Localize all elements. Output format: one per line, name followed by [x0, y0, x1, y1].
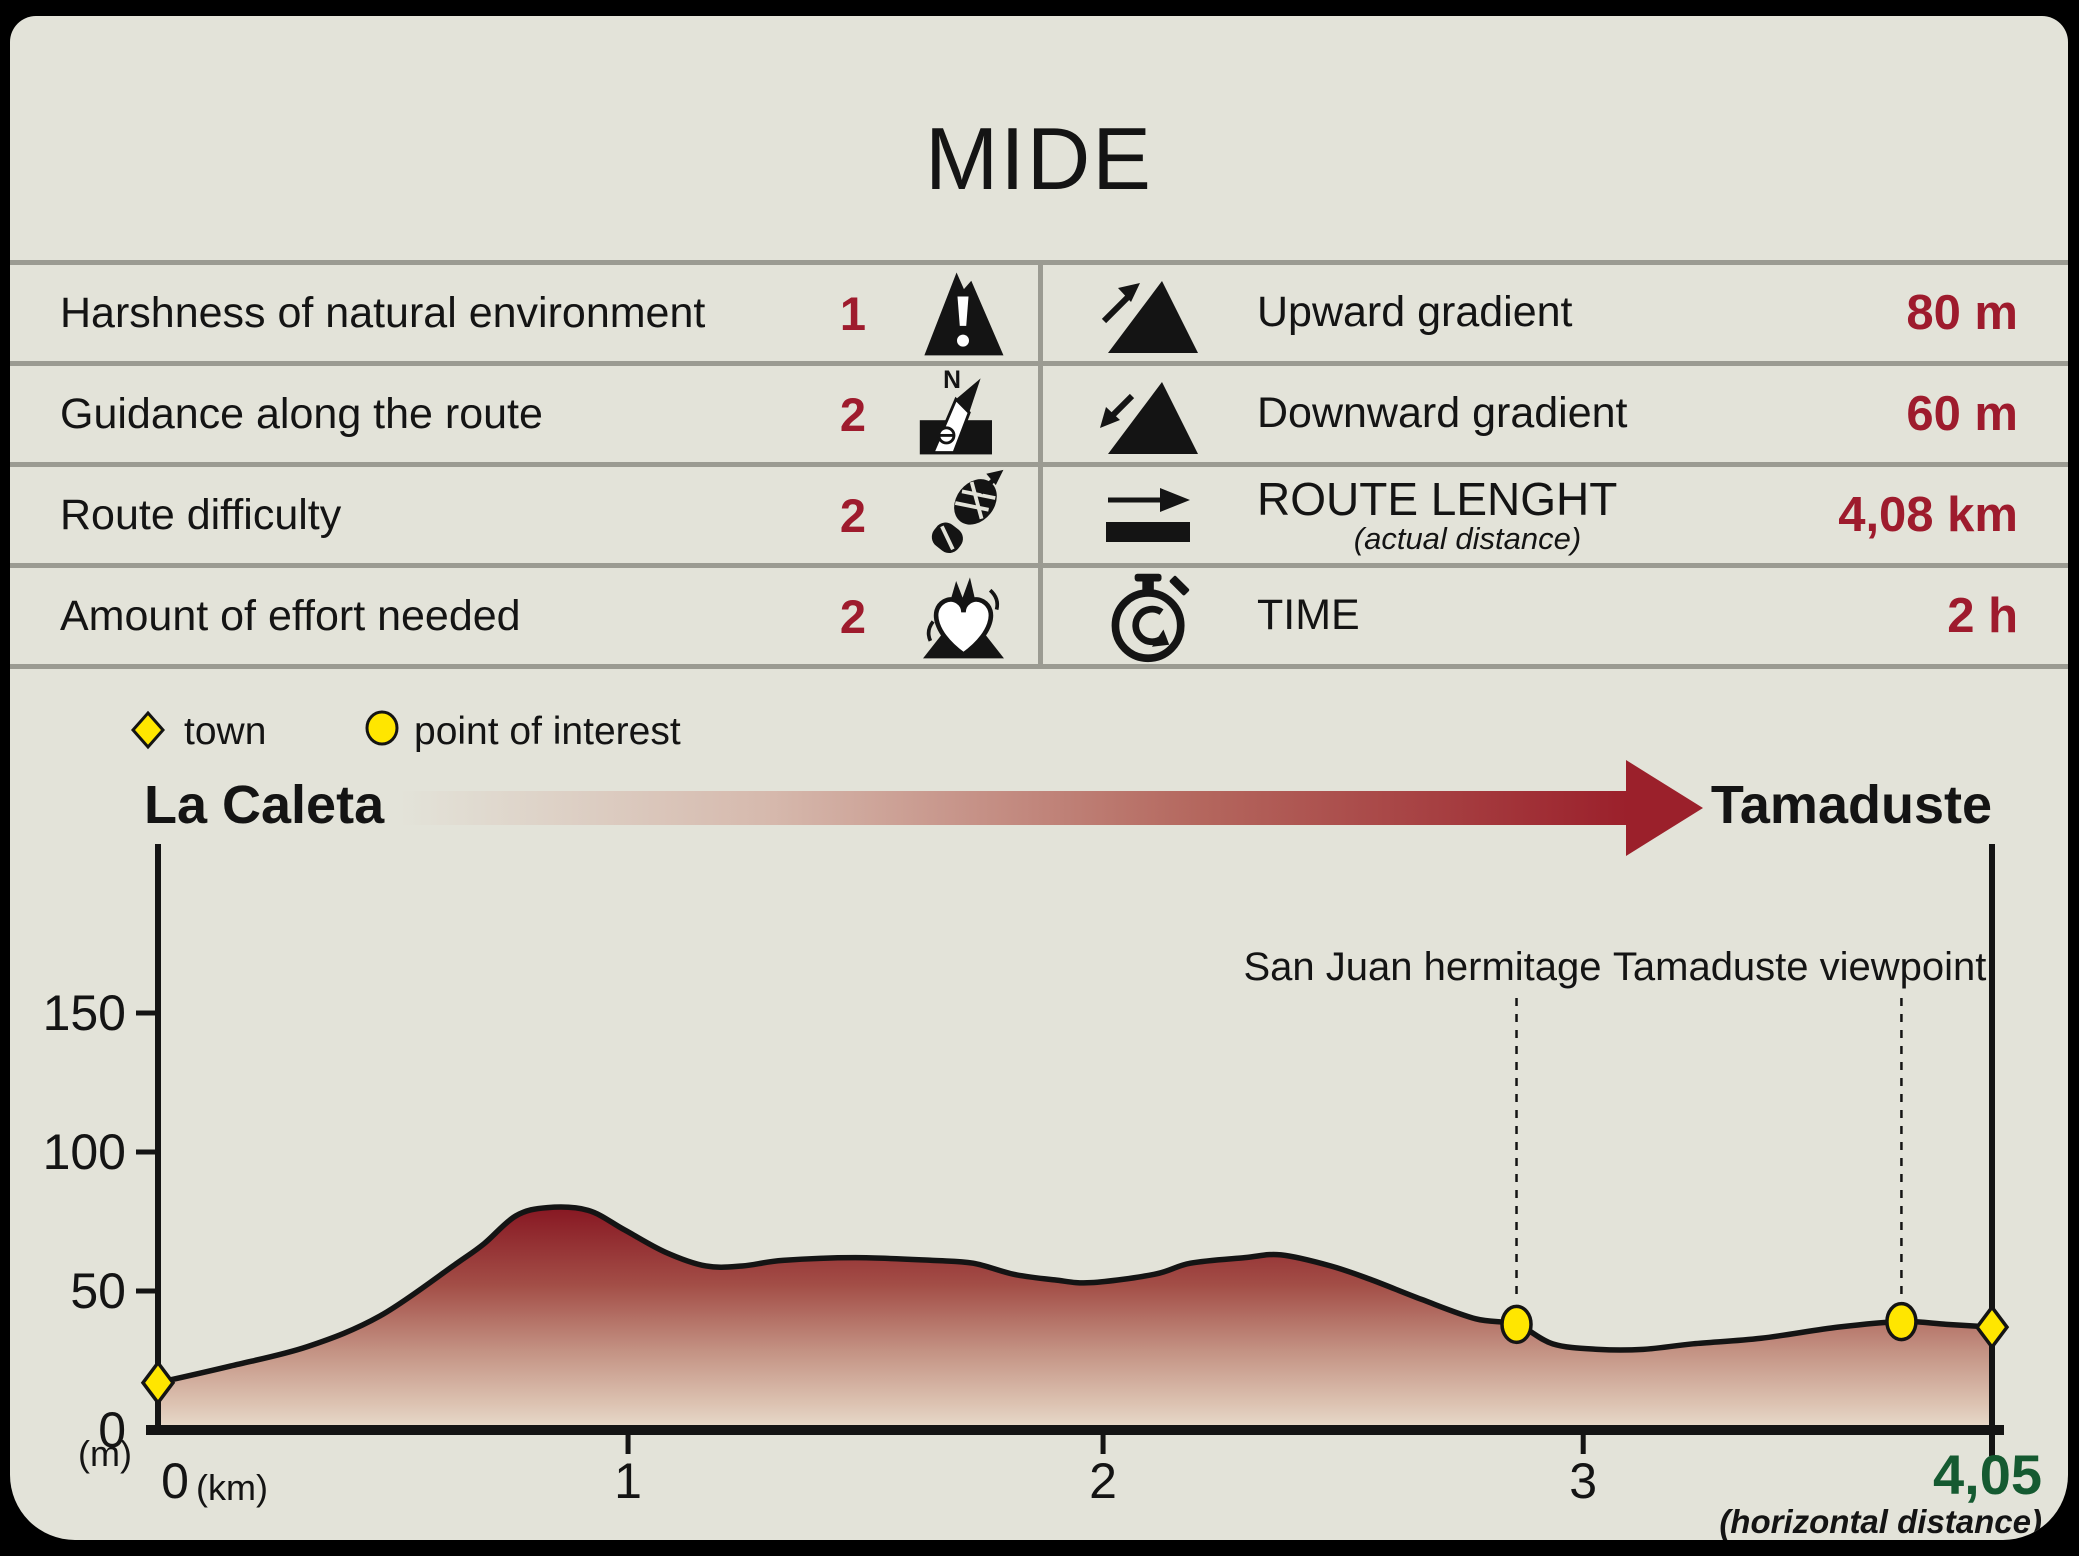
- y-tick-label: 100: [43, 1124, 126, 1180]
- downward-label: Downward gradient: [1257, 389, 1628, 438]
- elevation-profile-chart: town point of interest La Caleta Tamadus…: [43, 710, 2042, 1540]
- table-row: Amount of effort needed 2: [10, 563, 2068, 669]
- difficulty-label: Route difficulty: [60, 490, 342, 539]
- route-end-label: Tamaduste: [1711, 775, 1992, 835]
- stopwatch-icon: [1043, 566, 1257, 666]
- table-row: Harshness of natural environment 1: [10, 260, 2068, 361]
- x-tick-label: 2: [1089, 1453, 1117, 1509]
- effort-label: Amount of effort needed: [60, 591, 521, 640]
- elevation-area: [158, 1207, 1992, 1430]
- beating-heart-icon: [888, 570, 1038, 662]
- guidance-label: Guidance along the route: [60, 389, 543, 438]
- poi-label: San Juan hermitage: [1244, 945, 1602, 989]
- length-label: ROUTE LENGHT (actual distance): [1257, 472, 1678, 556]
- boot-print-icon: [888, 468, 1038, 563]
- y-tick-label: 0: [98, 1402, 126, 1458]
- table-cell-downward: Downward gradient 60 m: [1038, 366, 2068, 462]
- mide-card: MIDE Harshness of natural environment 1: [10, 16, 2068, 1540]
- time-label: TIME: [1257, 591, 1360, 640]
- downward-value: 60 m: [1906, 387, 2018, 441]
- table-cell-upward: Upward gradient 80 m: [1038, 265, 2068, 361]
- difficulty-value: 2: [839, 488, 867, 542]
- upward-slope-icon: [1043, 267, 1257, 359]
- guidance-value: 2: [839, 387, 867, 441]
- time-value: 2 h: [1947, 589, 2018, 643]
- table-cell-difficulty: Route difficulty 2: [10, 467, 1038, 563]
- poi-marker: [1885, 1301, 1918, 1342]
- effort-value: 2: [839, 589, 867, 643]
- y-axis-unit-label: (m): [78, 1433, 132, 1474]
- town-legend-marker: [130, 710, 166, 750]
- harshness-value: 1: [839, 286, 867, 340]
- table-cell-effort: Amount of effort needed 2: [10, 568, 1038, 664]
- length-label-main: ROUTE LENGHT: [1257, 472, 1618, 525]
- town-marker: [1974, 1304, 2010, 1351]
- x-tick-label: 0: [161, 1453, 189, 1509]
- town-marker: [140, 1359, 176, 1406]
- harshness-label: Harshness of natural environment: [60, 288, 706, 337]
- svg-text:N: N: [943, 367, 961, 394]
- mountain-warning-icon: [888, 267, 1038, 359]
- route-length-arrow-icon: [1043, 476, 1257, 554]
- poi-label: Tamaduste viewpoint: [1613, 945, 1987, 989]
- downward-slope-icon: [1043, 368, 1257, 460]
- length-label-sub: (actual distance): [1353, 520, 1582, 556]
- x-axis-end-label: 4,05: [1933, 1443, 2042, 1506]
- table-cell-length: ROUTE LENGHT (actual distance) 4,08 km: [1038, 467, 2068, 563]
- table-row: Route difficulty 2: [10, 462, 2068, 563]
- elevation-curve: [157, 1204, 1993, 1386]
- route-start-label: La Caleta: [144, 775, 385, 835]
- table-cell-time: TIME 2 h: [1038, 568, 2068, 664]
- upward-label: Upward gradient: [1257, 288, 1573, 337]
- compass-map-icon: N: [888, 367, 1038, 462]
- horizontal-distance-footnote: (horizontal distance): [1719, 1503, 2042, 1540]
- y-tick-label: 50: [70, 1263, 126, 1319]
- page-title: MIDE: [925, 109, 1153, 208]
- table-cell-harshness: Harshness of natural environment 1: [10, 265, 1038, 361]
- mide-table: Harshness of natural environment 1: [10, 260, 2068, 669]
- legend: town point of interest: [130, 710, 681, 753]
- x-axis-unit-label: (km): [196, 1467, 268, 1508]
- x-tick-label: 1: [614, 1453, 642, 1509]
- poi-legend-marker: [365, 710, 399, 746]
- table-cell-guidance: Guidance along the route 2 N: [10, 366, 1038, 462]
- town-legend-label: town: [184, 710, 266, 753]
- x-tick-label: 3: [1569, 1453, 1597, 1509]
- upward-value: 80 m: [1906, 286, 2018, 340]
- poi-marker: [1500, 1304, 1533, 1345]
- poi-legend-label: point of interest: [414, 710, 681, 753]
- table-row: Guidance along the route 2 N: [10, 361, 2068, 462]
- route-direction-arrow: [400, 760, 1703, 856]
- y-tick-label: 150: [43, 985, 126, 1041]
- length-value: 4,08 km: [1838, 488, 2018, 542]
